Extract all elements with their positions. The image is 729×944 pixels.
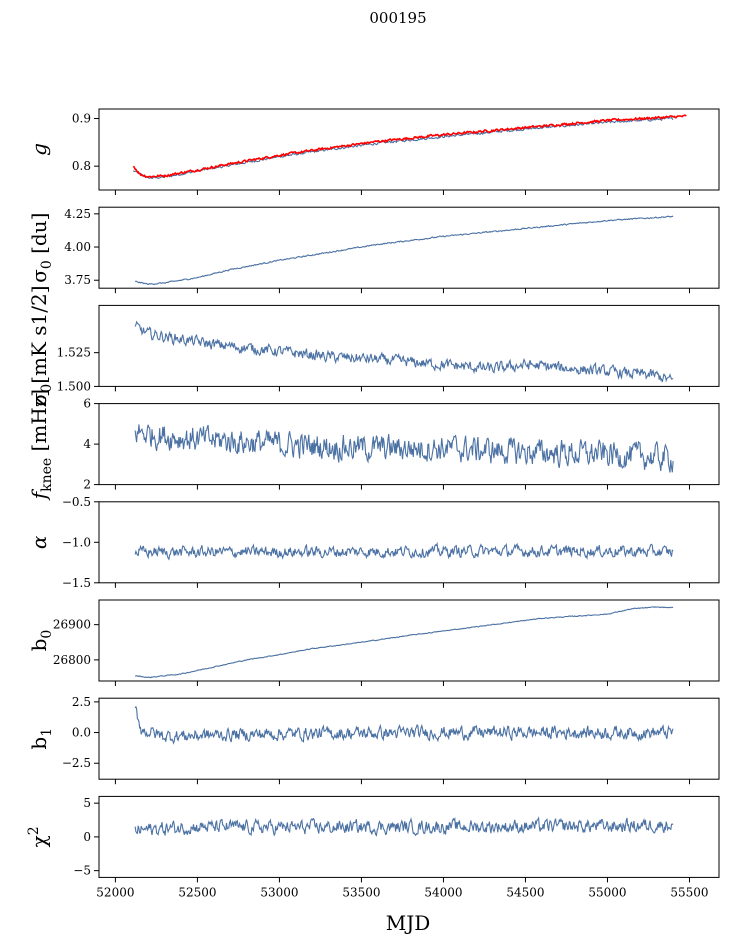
figure-title: 000195: [369, 9, 426, 27]
axes-frame-b1: [98, 697, 720, 780]
y-tick-label-fknee-1: 4: [83, 437, 91, 451]
y-tick-label-alpha-0: −1.5: [62, 576, 91, 590]
series-line-b0-0: [135, 606, 674, 679]
series-line-alpha-0: [134, 541, 674, 561]
x-tick-label-4: 54000: [424, 885, 462, 899]
panel-b1: −2.5 0.0 2.5 b1: [27, 695, 720, 785]
y-tick-label-fknee-2: 6: [83, 397, 91, 411]
y-tick-label-b0-0: 26800: [53, 653, 91, 667]
y-tick-label-alpha-2: −0.5: [62, 495, 91, 509]
panel-gain: 0.8 0.9 g: [27, 108, 720, 195]
y-tick-label-b1-1: 0.0: [72, 726, 91, 740]
panel-fknee: 2 4 6 fknee [mHz]: [27, 389, 720, 501]
panel-chi2: −5 0 5 52000 52500 53000 53500 54000 54500 55000 5…: [26, 795, 720, 899]
series-line-chi2-0: [134, 816, 674, 837]
series-line-gain-0: [132, 116, 674, 179]
y-tick-label-fknee-0: 2: [83, 478, 91, 492]
y-tick-label-gain-0: 0.8: [72, 159, 91, 173]
x-tick-label-1: 52500: [178, 885, 216, 899]
y-tick-label-b1-2: 2.5: [72, 695, 91, 709]
y-tick-label-sigma0-du-1: 4.00: [64, 240, 91, 254]
x-tick-label-0: 52000: [96, 885, 134, 899]
y-axis-label-sigma0-mk: σ0[mK s1/2]: [27, 285, 55, 406]
series-line-sigma0-du-0: [135, 215, 674, 286]
y-axis-label-alpha: α: [27, 535, 51, 549]
y-axis-label-sigma0-du: σ0 [du]: [27, 213, 55, 283]
y-axis-label-gain: g: [27, 143, 51, 156]
y-tick-label-chi2-1: 0: [83, 830, 91, 844]
axes-frame-alpha: [98, 501, 720, 584]
x-axis-label: MJD: [386, 911, 431, 935]
y-tick-label-gain-1: 0.9: [72, 112, 91, 126]
y-tick-label-sigma0-mk-1: 1.525: [57, 346, 91, 360]
y-tick-label-sigma0-du-2: 4.25: [64, 207, 91, 221]
x-tick-label-2: 53000: [260, 885, 298, 899]
panels: 0.8 0.9 g 3.75 4.00 4.25 σ0 [du] 1.500 1.525σ0[m…: [26, 108, 720, 899]
x-tick-label-3: 53500: [342, 885, 380, 899]
series-line-gain-1: [132, 114, 687, 179]
y-tick-label-sigma0-du-0: 3.75: [64, 273, 91, 287]
y-tick-label-chi2-0: −5: [73, 864, 91, 878]
axes-frame-sigma0-mk: [98, 304, 720, 387]
panel-alpha: −1.5 −1.0 −0.5 α: [27, 495, 720, 590]
y-axis-label-fknee: fknee [mHz]: [27, 389, 55, 501]
axes-frame-chi2: [98, 795, 720, 878]
y-axis-label-chi2: χ2: [26, 826, 51, 847]
y-axis-label-b1: b1: [27, 728, 55, 750]
series-line-b1-0: [134, 705, 674, 745]
x-tick-label-5: 54500: [506, 885, 544, 899]
panel-sigma0-du: 3.75 4.00 4.25 σ0 [du]: [27, 206, 720, 294]
axes-frame-sigma0-du: [98, 206, 720, 289]
y-axis-label-b0: b0: [27, 630, 55, 652]
x-tick-label-7: 55500: [670, 885, 708, 899]
axes-frame-gain: [98, 108, 720, 191]
y-tick-label-chi2-2: 5: [83, 796, 91, 810]
y-tick-label-b1-0: −2.5: [62, 756, 91, 770]
x-tick-label-6: 55000: [588, 885, 626, 899]
y-tick-label-alpha-1: −1.0: [62, 535, 91, 549]
y-tick-label-b0-1: 26900: [53, 618, 91, 632]
y-tick-label-sigma0-mk-0: 1.500: [57, 379, 91, 393]
axes-frame-b0: [98, 599, 720, 682]
series-line-fknee-0: [134, 424, 674, 473]
series-line-sigma0-mk-0: [134, 320, 674, 383]
